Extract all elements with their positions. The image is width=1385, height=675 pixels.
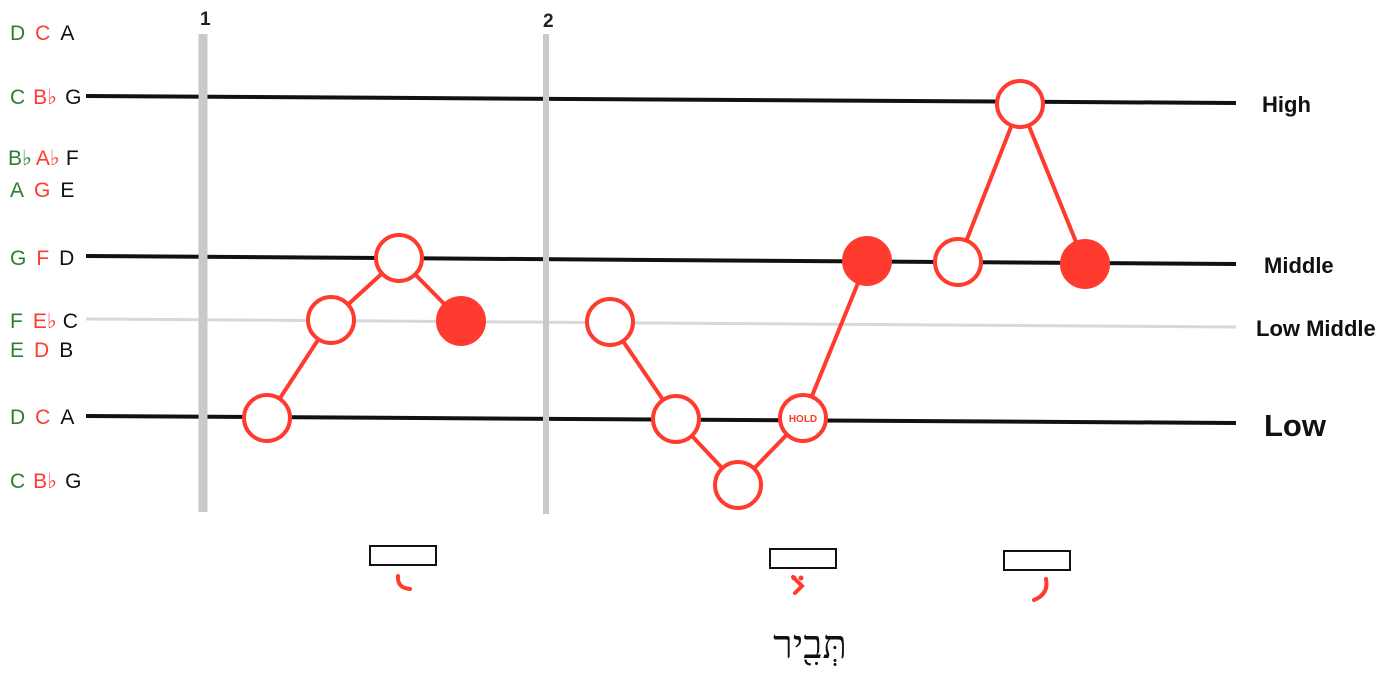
note-red: C bbox=[35, 22, 50, 45]
note-green: E bbox=[10, 339, 24, 362]
bar-number-1: 1 bbox=[200, 9, 211, 30]
hold-label: HOLD bbox=[789, 414, 817, 425]
level-label-low: Low bbox=[1264, 408, 1327, 443]
note-black: D bbox=[59, 247, 74, 270]
mercha-mark-icon bbox=[1032, 577, 1049, 602]
note-row-3: B♭ A♭ F bbox=[8, 147, 79, 170]
open-note bbox=[585, 297, 635, 347]
note-black: A bbox=[60, 406, 74, 429]
word-placeholder-box bbox=[369, 545, 437, 566]
note-row-6: F E♭ C bbox=[10, 310, 78, 333]
level-label-middle: Middle bbox=[1264, 253, 1334, 278]
note-row-2: C B♭ G bbox=[10, 86, 81, 109]
note-black: A bbox=[60, 22, 74, 45]
note-black: G bbox=[65, 86, 81, 109]
melody-phrase-1 bbox=[242, 233, 486, 443]
hold-note bbox=[778, 393, 828, 443]
bar-number-2: 2 bbox=[543, 11, 554, 32]
note-green: F bbox=[10, 310, 23, 333]
tipcha-mark-icon bbox=[395, 574, 412, 591]
note-black: F bbox=[66, 147, 79, 170]
note-black: E bbox=[60, 179, 74, 202]
filled-note bbox=[1060, 239, 1110, 289]
melody-phrase-2: HOLD bbox=[585, 236, 892, 510]
open-note bbox=[933, 237, 983, 287]
filled-note bbox=[436, 296, 486, 346]
word-placeholder-box bbox=[1003, 550, 1071, 571]
melody-phrase-3 bbox=[933, 79, 1110, 289]
note-green: C bbox=[10, 470, 25, 493]
open-note bbox=[651, 394, 701, 444]
open-note bbox=[242, 393, 292, 443]
open-note bbox=[374, 233, 424, 283]
open-note bbox=[995, 79, 1045, 129]
note-red: A♭ bbox=[36, 147, 60, 170]
note-green: D bbox=[10, 22, 25, 45]
melody-path-2 bbox=[608, 260, 869, 488]
level-label-low-middle: Low Middle bbox=[1256, 316, 1376, 341]
level-label-high: High bbox=[1262, 92, 1311, 117]
melody-path-1 bbox=[265, 255, 463, 420]
note-green: G bbox=[10, 247, 26, 270]
note-red: E♭ bbox=[33, 310, 57, 333]
note-green: D bbox=[10, 406, 25, 429]
word-placeholder-box bbox=[769, 548, 837, 569]
filled-note bbox=[842, 236, 892, 286]
note-black: B bbox=[59, 339, 73, 362]
note-green: C bbox=[10, 86, 25, 109]
note-green: B♭ bbox=[8, 147, 32, 170]
note-red: F bbox=[36, 247, 49, 270]
tevir-mark-icon bbox=[791, 575, 805, 595]
note-row-9: C B♭ G bbox=[10, 470, 81, 493]
open-note bbox=[713, 460, 763, 510]
note-green: A bbox=[10, 179, 24, 202]
hebrew-word: תְּבִ֖יר bbox=[773, 622, 847, 668]
note-red: B♭ bbox=[33, 86, 57, 109]
note-black: G bbox=[65, 470, 81, 493]
middle-line bbox=[85, 254, 1237, 266]
note-red: C bbox=[35, 406, 50, 429]
high-line bbox=[85, 94, 1237, 105]
low-middle-line bbox=[85, 317, 1237, 329]
note-red: D bbox=[34, 339, 49, 362]
note-red: B♭ bbox=[33, 470, 57, 493]
note-red: G bbox=[34, 179, 50, 202]
open-note bbox=[306, 295, 356, 345]
note-black: C bbox=[63, 310, 78, 333]
